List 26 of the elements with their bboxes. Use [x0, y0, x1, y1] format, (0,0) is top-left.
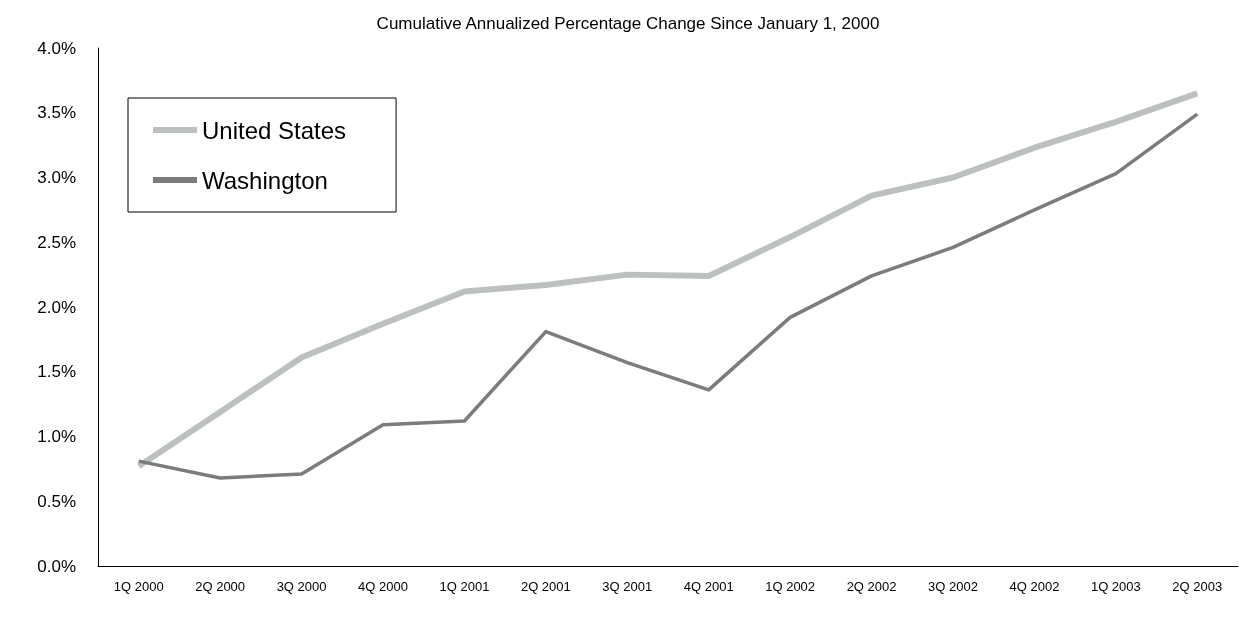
x-tick-label: 1Q 2002: [765, 579, 816, 594]
x-tick-label: 1Q 2003: [1090, 579, 1141, 594]
x-tick-label: 1Q 2001: [439, 579, 490, 594]
legend-label: United States: [202, 116, 347, 144]
y-tick-label: 2.0%: [37, 297, 76, 317]
y-tick-label: 2.5%: [37, 232, 76, 252]
x-tick-label: 2Q 2002: [846, 579, 897, 594]
y-tick-label: 0.5%: [37, 491, 76, 511]
x-tick-label: 4Q 2002: [1009, 579, 1060, 594]
x-tick-label: 3Q 2002: [928, 579, 978, 594]
chart-title: Cumulative Annualized Percentage Change Since January 1, 2000: [376, 14, 880, 33]
legend-label: Washington: [202, 166, 328, 194]
y-tick-label: 1.0%: [37, 427, 76, 446]
y-tick-label: 3.0%: [37, 168, 76, 187]
x-tick-label: 1Q 2000: [113, 579, 164, 594]
x-tick-label: 2Q 2003: [1172, 579, 1223, 594]
y-tick-label: 4.0%: [37, 38, 76, 58]
y-tick-label: 1.5%: [37, 362, 76, 382]
x-tick-label: 3Q 2001: [602, 579, 653, 594]
x-tick-label: 4Q 2000: [358, 579, 408, 594]
x-tick-label: 3Q 2000: [276, 579, 327, 594]
y-tick-label: 0.0%: [37, 556, 76, 576]
x-tick-label: 2Q 2000: [195, 579, 246, 594]
x-tick-label: 2Q 2001: [520, 579, 571, 594]
x-tick-label: 4Q 2001: [683, 579, 734, 594]
y-tick-label: 3.5%: [37, 103, 76, 123]
